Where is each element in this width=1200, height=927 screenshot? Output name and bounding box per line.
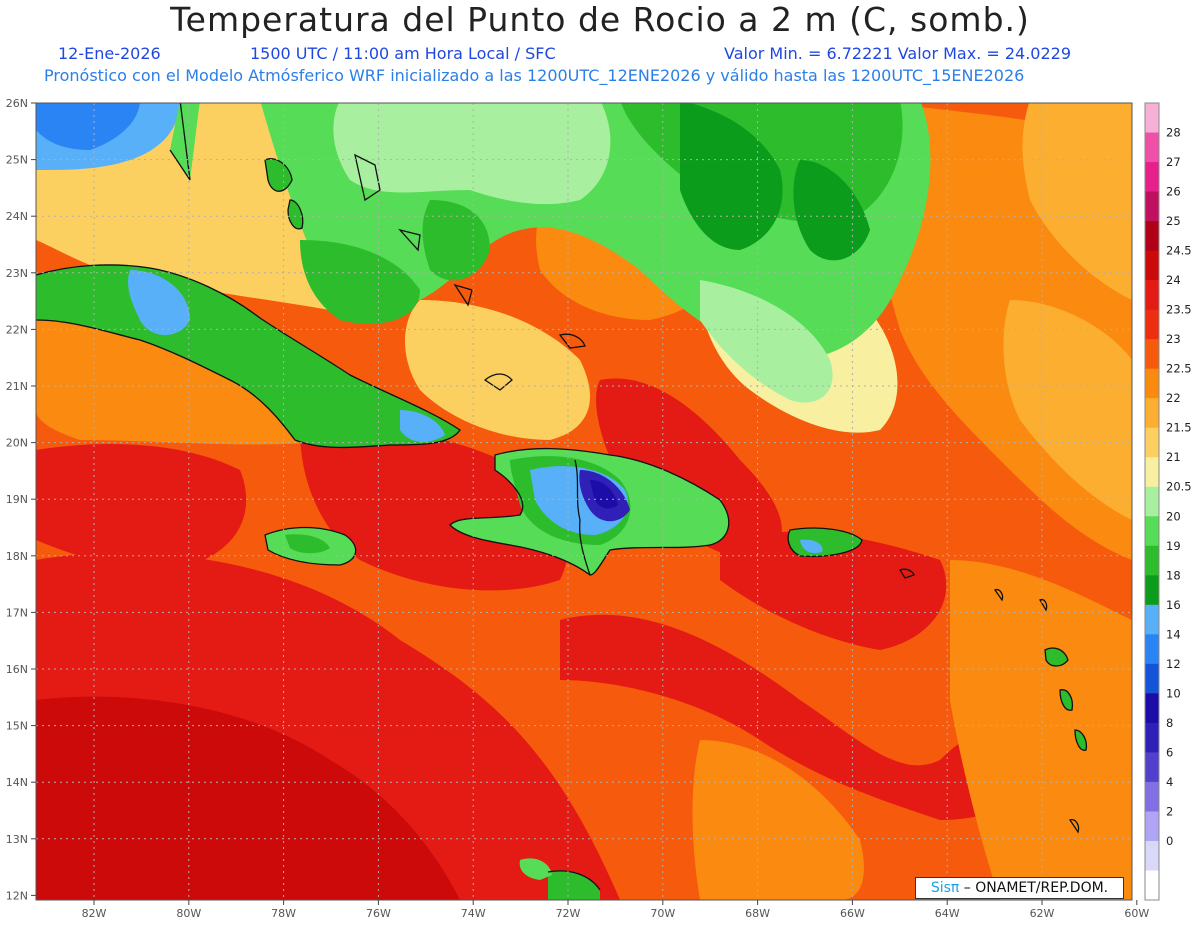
colorbar-swatch — [1145, 486, 1159, 517]
map-title: Temperatura del Punto de Rocio a 2 m (C,… — [170, 0, 1030, 39]
colorbar-label: 24.5 — [1166, 244, 1192, 258]
colorbar-swatch — [1145, 427, 1159, 458]
colorbar-swatch — [1145, 516, 1159, 547]
model-info: Pronóstico con el Modelo Atmósferico WRF… — [44, 66, 1025, 85]
lon-label: 74W — [461, 907, 486, 920]
lat-label: 12N — [6, 889, 28, 902]
colorbar-swatch — [1145, 870, 1159, 901]
colorbar-label: 12 — [1166, 657, 1181, 671]
colorbar-swatch — [1145, 339, 1159, 370]
colorbar-label: 23 — [1166, 332, 1181, 346]
colorbar-label: 23.5 — [1166, 303, 1192, 317]
colorbar-swatch — [1145, 368, 1159, 399]
credit-text: – ONAMET/REP.DOM. — [959, 880, 1109, 896]
lat-label: 22N — [6, 323, 28, 336]
colorbar-label: 21 — [1166, 450, 1181, 464]
lat-label: 17N — [6, 606, 28, 619]
lat-label: 13N — [6, 833, 28, 846]
colorbar-label: 20 — [1166, 509, 1181, 523]
lat-lon-grid — [36, 103, 1132, 900]
forecast-time: 1500 UTC / 11:00 am Hora Local / SFC — [250, 44, 556, 63]
lon-label: 72W — [556, 907, 581, 920]
colorbar-swatch — [1145, 693, 1159, 724]
colorbar-label: 25 — [1166, 214, 1181, 228]
lon-label: 66W — [840, 907, 865, 920]
lat-label: 25N — [6, 154, 28, 167]
lat-label: 24N — [6, 210, 28, 223]
colorbar-label: 27 — [1166, 155, 1181, 169]
lat-label: 20N — [6, 437, 28, 450]
map-frame — [35, 102, 1133, 901]
colorbar-swatch — [1145, 752, 1159, 783]
colorbar-label: 22 — [1166, 391, 1181, 405]
lon-label: 60W — [1124, 907, 1149, 920]
colorbar-swatch — [1145, 103, 1159, 134]
colorbar-swatch — [1145, 309, 1159, 340]
lon-label: 62W — [1030, 907, 1055, 920]
forecast-date: 12-Ene-2026 — [58, 44, 161, 63]
lat-label: 26N — [6, 97, 28, 110]
lat-label: 18N — [6, 550, 28, 563]
colorbar-label: 6 — [1166, 745, 1173, 759]
colorbar: 2827262524.52423.52322.52221.52120.52019… — [1144, 102, 1192, 901]
credit-box: Sisπ – ONAMET/REP.DOM. — [915, 877, 1124, 899]
lon-label: 78W — [271, 907, 296, 920]
colorbar-swatch — [1145, 545, 1159, 576]
colorbar-label: 14 — [1166, 627, 1181, 641]
colorbar-label: 0 — [1166, 834, 1173, 848]
lat-label: 16N — [6, 663, 28, 676]
colorbar-swatch — [1145, 634, 1159, 665]
latitude-labels: 26N 25N 24N 23N 22N 21N 20N 19N 18N 17N 16N 15N 14N 1… — [6, 97, 36, 902]
colorbar-label: 28 — [1166, 126, 1181, 140]
colorbar-label: 10 — [1166, 686, 1181, 700]
colorbar-swatch — [1145, 722, 1159, 753]
colorbar-swatch — [1145, 604, 1159, 635]
colorbar-swatch — [1145, 280, 1159, 311]
longitude-labels: 82W 80W 78W 76W 74W 72W 70W 68W 66W 64W 62W 60W — [82, 900, 1149, 920]
lon-label: 64W — [935, 907, 960, 920]
colorbar-label: 20.5 — [1166, 480, 1192, 494]
colorbar-swatch — [1145, 663, 1159, 694]
colorbar-swatch — [1145, 132, 1159, 163]
colorbar-label: 22.5 — [1166, 362, 1192, 376]
lat-label: 15N — [6, 720, 28, 733]
colorbar-label: 2 — [1166, 804, 1173, 818]
colorbar-label: 4 — [1166, 775, 1173, 789]
lon-label: 70W — [650, 907, 675, 920]
colorbar-swatch — [1145, 250, 1159, 281]
lon-label: 76W — [366, 907, 391, 920]
lon-label: 80W — [176, 907, 201, 920]
lat-label: 23N — [6, 267, 28, 280]
lat-label: 19N — [6, 493, 28, 506]
colorbar-swatch — [1145, 811, 1159, 842]
colorbar-label: 21.5 — [1166, 421, 1192, 435]
colorbar-swatch — [1145, 221, 1159, 252]
colorbar-label: 26 — [1166, 185, 1181, 199]
colorbar-label: 19 — [1166, 539, 1181, 553]
colorbar-swatch — [1145, 191, 1159, 222]
lon-label: 68W — [745, 907, 770, 920]
colorbar-swatch — [1145, 575, 1159, 606]
colorbar-swatch — [1145, 162, 1159, 193]
credit-brand: Sisπ — [930, 880, 960, 896]
colorbar-label: 8 — [1166, 716, 1173, 730]
colorbar-label: 16 — [1166, 598, 1181, 612]
colorbar-label: 24 — [1166, 273, 1181, 287]
lat-label: 14N — [6, 776, 28, 789]
shaded-field — [36, 103, 1132, 900]
colorbar-swatch — [1145, 840, 1159, 871]
colorbar-label: 18 — [1166, 568, 1181, 582]
lon-label: 82W — [82, 907, 107, 920]
colorbar-swatch — [1145, 457, 1159, 488]
lat-label: 21N — [6, 380, 28, 393]
value-range: Valor Min. = 6.72221 Valor Max. = 24.022… — [724, 44, 1072, 63]
colorbar-swatch — [1145, 781, 1159, 812]
colorbar-swatch — [1145, 398, 1159, 429]
